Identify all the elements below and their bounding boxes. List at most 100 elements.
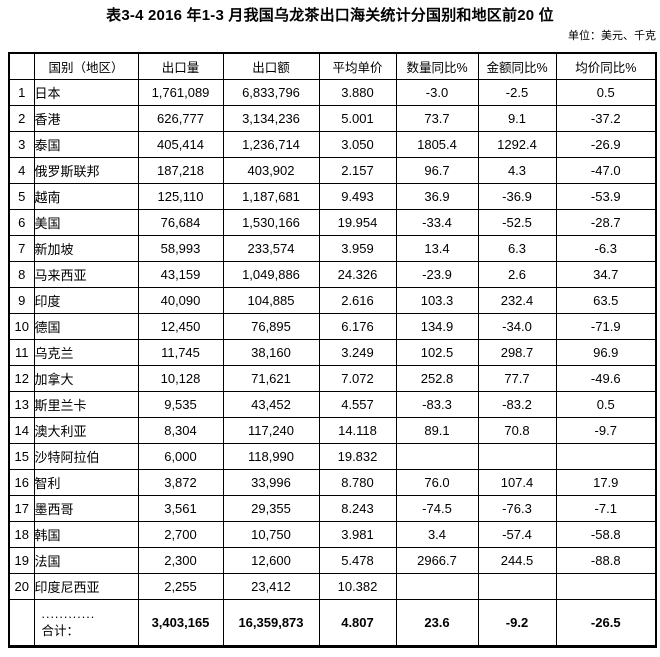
value-yoy-cell: 244.5 [477, 547, 557, 574]
price-yoy-cell: -6.3 [555, 235, 657, 262]
table-row: 18 韩国 2,700 10,750 3.981 3.4 -57.4 -58.8 [8, 521, 657, 548]
price-yoy-cell: -53.9 [555, 183, 657, 210]
avg-price-cell: 7.072 [318, 365, 397, 392]
qty-yoy-cell: 89.1 [395, 417, 479, 444]
value-yoy-cell: -36.9 [477, 183, 557, 210]
export-value-cell: 118,990 [222, 443, 320, 470]
price-yoy-cell: -7.1 [555, 495, 657, 522]
country-cell: 法国 [33, 547, 139, 574]
country-cell: 马来西亚 [33, 261, 139, 288]
country-cell: 日本 [33, 79, 139, 106]
total-rank-cell [8, 599, 35, 648]
avg-price-cell: 2.157 [318, 157, 397, 184]
price-yoy-cell: 34.7 [555, 261, 657, 288]
export-stats-table: 国别（地区） 出口量 出口额 平均单价 数量同比% 金额同比% 均价同比% 1 … [8, 52, 657, 648]
export-volume-cell: 8,304 [137, 417, 224, 444]
value-yoy-cell: 70.8 [477, 417, 557, 444]
country-cell: 墨西哥 [33, 495, 139, 522]
country-cell: 俄罗斯联邦 [33, 157, 139, 184]
country-cell: 新加坡 [33, 235, 139, 262]
total-avg-price-cell: 4.807 [318, 599, 397, 648]
avg-price-cell: 14.118 [318, 417, 397, 444]
table-row: 4 俄罗斯联邦 187,218 403,902 2.157 96.7 4.3 -… [8, 157, 657, 184]
export-volume-cell: 626,777 [137, 105, 224, 132]
avg-price-cell: 8.243 [318, 495, 397, 522]
export-value-cell: 43,452 [222, 391, 320, 418]
export-volume-cell: 43,159 [137, 261, 224, 288]
total-row: ............ 合计： 3,403,165 16,359,873 4.… [8, 599, 657, 648]
price-yoy-cell: 0.5 [555, 79, 657, 106]
rank-cell: 17 [8, 495, 35, 522]
value-yoy-cell: 232.4 [477, 287, 557, 314]
export-volume-cell: 2,255 [137, 573, 224, 600]
table-row: 8 马来西亚 43,159 1,049,886 24.326 -23.9 2.6… [8, 261, 657, 288]
table-row: 15 沙特阿拉伯 6,000 118,990 19.832 [8, 443, 657, 470]
price-yoy-cell: 0.5 [555, 391, 657, 418]
value-yoy-cell [477, 573, 557, 600]
rank-cell: 20 [8, 573, 35, 600]
avg-price-cell: 4.557 [318, 391, 397, 418]
value-yoy-cell: 107.4 [477, 469, 557, 496]
price-yoy-cell: -88.8 [555, 547, 657, 574]
rank-cell: 6 [8, 209, 35, 236]
export-volume-cell: 405,414 [137, 131, 224, 158]
export-value-cell: 29,355 [222, 495, 320, 522]
avg-price-cell: 19.832 [318, 443, 397, 470]
header-price-yoy: 均价同比% [555, 52, 657, 80]
export-volume-cell: 125,110 [137, 183, 224, 210]
export-volume-cell: 3,561 [137, 495, 224, 522]
country-cell: 加拿大 [33, 365, 139, 392]
qty-yoy-cell: -83.3 [395, 391, 479, 418]
table-title: 表3-4 2016 年1-3 月我国乌龙茶出口海关统计分国别和地区前20 位 [106, 7, 554, 24]
qty-yoy-cell: 73.7 [395, 105, 479, 132]
price-yoy-cell: -58.8 [555, 521, 657, 548]
table-row: 19 法国 2,300 12,600 5.478 2966.7 244.5 -8… [8, 547, 657, 574]
export-value-cell: 33,996 [222, 469, 320, 496]
avg-price-cell: 3.981 [318, 521, 397, 548]
table-row: 6 美国 76,684 1,530,166 19.954 -33.4 -52.5… [8, 209, 657, 236]
country-cell: 印度尼西亚 [33, 573, 139, 600]
export-value-cell: 117,240 [222, 417, 320, 444]
rank-cell: 5 [8, 183, 35, 210]
export-value-cell: 76,895 [222, 313, 320, 340]
export-value-cell: 23,412 [222, 573, 320, 600]
table-row: 13 斯里兰卡 9,535 43,452 4.557 -83.3 -83.2 0… [8, 391, 657, 418]
table-row: 1 日本 1,761,089 6,833,796 3.880 -3.0 -2.5… [8, 79, 657, 106]
table-row: 12 加拿大 10,128 71,621 7.072 252.8 77.7 -4… [8, 365, 657, 392]
price-yoy-cell: 17.9 [555, 469, 657, 496]
table-row: 11 乌克兰 11,745 38,160 3.249 102.5 298.7 9… [8, 339, 657, 366]
value-yoy-cell: 298.7 [477, 339, 557, 366]
total-qty-yoy-cell: 23.6 [395, 599, 479, 648]
total-label-cell: ............ 合计： [33, 599, 139, 648]
export-value-cell: 38,160 [222, 339, 320, 366]
header-export-value: 出口额 [222, 52, 320, 80]
value-yoy-cell: -76.3 [477, 495, 557, 522]
qty-yoy-cell: 96.7 [395, 157, 479, 184]
qty-yoy-cell: -23.9 [395, 261, 479, 288]
rank-cell: 12 [8, 365, 35, 392]
price-yoy-cell: -9.7 [555, 417, 657, 444]
value-yoy-cell: -52.5 [477, 209, 557, 236]
rank-cell: 19 [8, 547, 35, 574]
value-yoy-cell: 2.6 [477, 261, 557, 288]
table-row: 2 香港 626,777 3,134,236 5.001 73.7 9.1 -3… [8, 105, 657, 132]
header-value-yoy: 金额同比% [477, 52, 557, 80]
export-value-cell: 1,236,714 [222, 131, 320, 158]
avg-price-cell: 2.616 [318, 287, 397, 314]
rank-cell: 8 [8, 261, 35, 288]
avg-price-cell: 3.249 [318, 339, 397, 366]
export-volume-cell: 2,300 [137, 547, 224, 574]
qty-yoy-cell: 102.5 [395, 339, 479, 366]
avg-price-cell: 3.880 [318, 79, 397, 106]
table-row: 20 印度尼西亚 2,255 23,412 10.382 [8, 573, 657, 600]
export-value-cell: 233,574 [222, 235, 320, 262]
qty-yoy-cell: 134.9 [395, 313, 479, 340]
total-value-cell: 16,359,873 [222, 599, 320, 648]
value-yoy-cell: -57.4 [477, 521, 557, 548]
rank-cell: 14 [8, 417, 35, 444]
table-row: 7 新加坡 58,993 233,574 3.959 13.4 6.3 -6.3 [8, 235, 657, 262]
price-yoy-cell [555, 573, 657, 600]
country-cell: 印度 [33, 287, 139, 314]
header-avg-price: 平均单价 [318, 52, 397, 80]
